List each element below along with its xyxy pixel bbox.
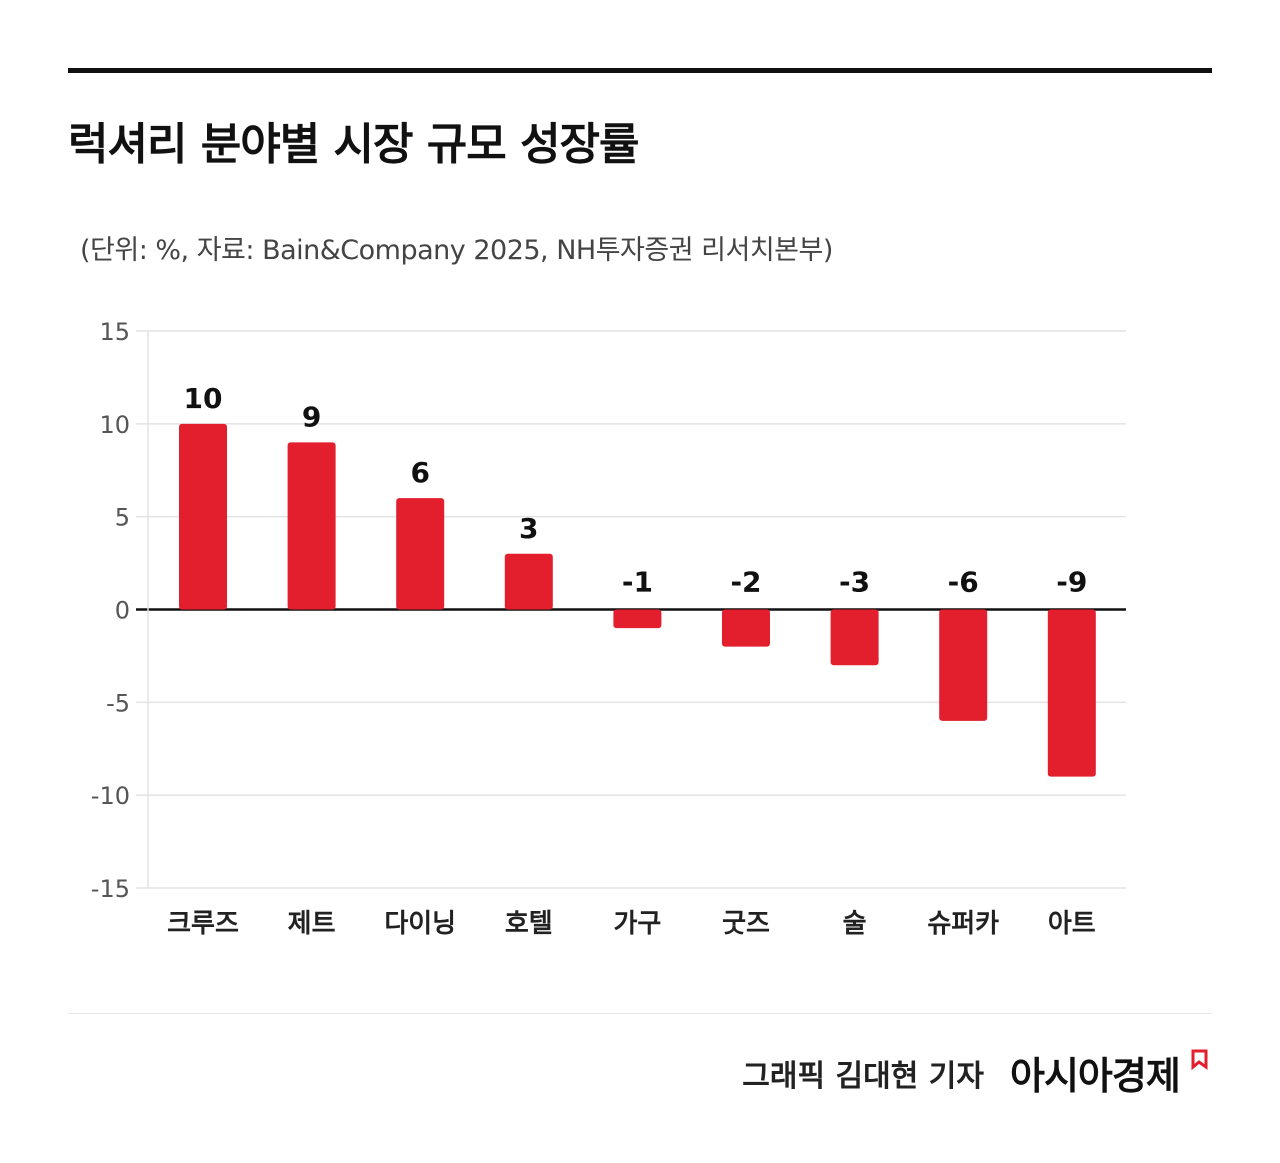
y-tick-label: -10 (91, 782, 130, 810)
data-labels: 10 9 6 3 -1 -2 -3 -6 -9 (184, 382, 1088, 599)
y-tick-label: 15 (99, 318, 130, 346)
y-tick-label: -5 (106, 689, 130, 717)
category-label: 술 (843, 909, 867, 939)
chart-subtitle: (단위: %, 자료: Bain&Company 2025, NH투자증권 리서… (80, 235, 833, 266)
category-label: 다이닝 (384, 909, 456, 939)
red-bookmark-icon (1191, 1049, 1208, 1071)
data-label: -6 (948, 566, 979, 599)
bar (287, 442, 336, 610)
graphic-credit: 그래픽 김대현 기자 (742, 1059, 984, 1094)
bar (830, 609, 879, 666)
brand-logo-text: 아시아경제 (1010, 1054, 1181, 1098)
y-tick-label: 5 (115, 504, 130, 532)
bar (179, 423, 227, 610)
bars (179, 423, 1096, 777)
data-label: -9 (1056, 566, 1087, 599)
category-label: 굿즈 (722, 909, 770, 939)
y-tick-label: -15 (91, 875, 130, 903)
category-label: 제트 (288, 909, 336, 939)
bar (396, 498, 445, 610)
category-label: 가구 (613, 909, 661, 939)
category-label: 호텔 (505, 909, 553, 939)
category-labels: 크루즈 제트 다이닝 호텔 가구 굿즈 술 슈퍼카 아트 (167, 909, 1096, 939)
data-label: -2 (730, 566, 761, 599)
bottom-rule (68, 1013, 1212, 1014)
bar (722, 609, 770, 647)
bar (504, 553, 553, 610)
data-label: -3 (839, 566, 870, 599)
category-label: 아트 (1048, 909, 1096, 939)
top-rule (68, 68, 1212, 73)
y-tick-label: 0 (115, 597, 130, 625)
category-label: 크루즈 (167, 909, 239, 939)
y-axis-ticks: 15 10 5 0 -5 -10 -15 (91, 318, 130, 903)
data-label: -1 (622, 566, 653, 599)
chart-title: 럭셔리 분야별 시장 규모 성장률 (68, 119, 640, 170)
bar (613, 609, 662, 629)
bar-chart: 15 10 5 0 -5 -10 -15 10 9 6 3 -1 -2 -3 -6 -9 크루즈 제트 다이닝 호… (91, 318, 1126, 939)
data-label: 9 (302, 400, 321, 433)
data-label: 3 (519, 512, 538, 545)
bar (1047, 609, 1096, 777)
category-label: 슈퍼카 (927, 909, 999, 939)
y-tick-label: 10 (99, 411, 130, 439)
data-label: 10 (184, 382, 223, 415)
bar (939, 609, 988, 721)
data-label: 6 (410, 456, 429, 489)
